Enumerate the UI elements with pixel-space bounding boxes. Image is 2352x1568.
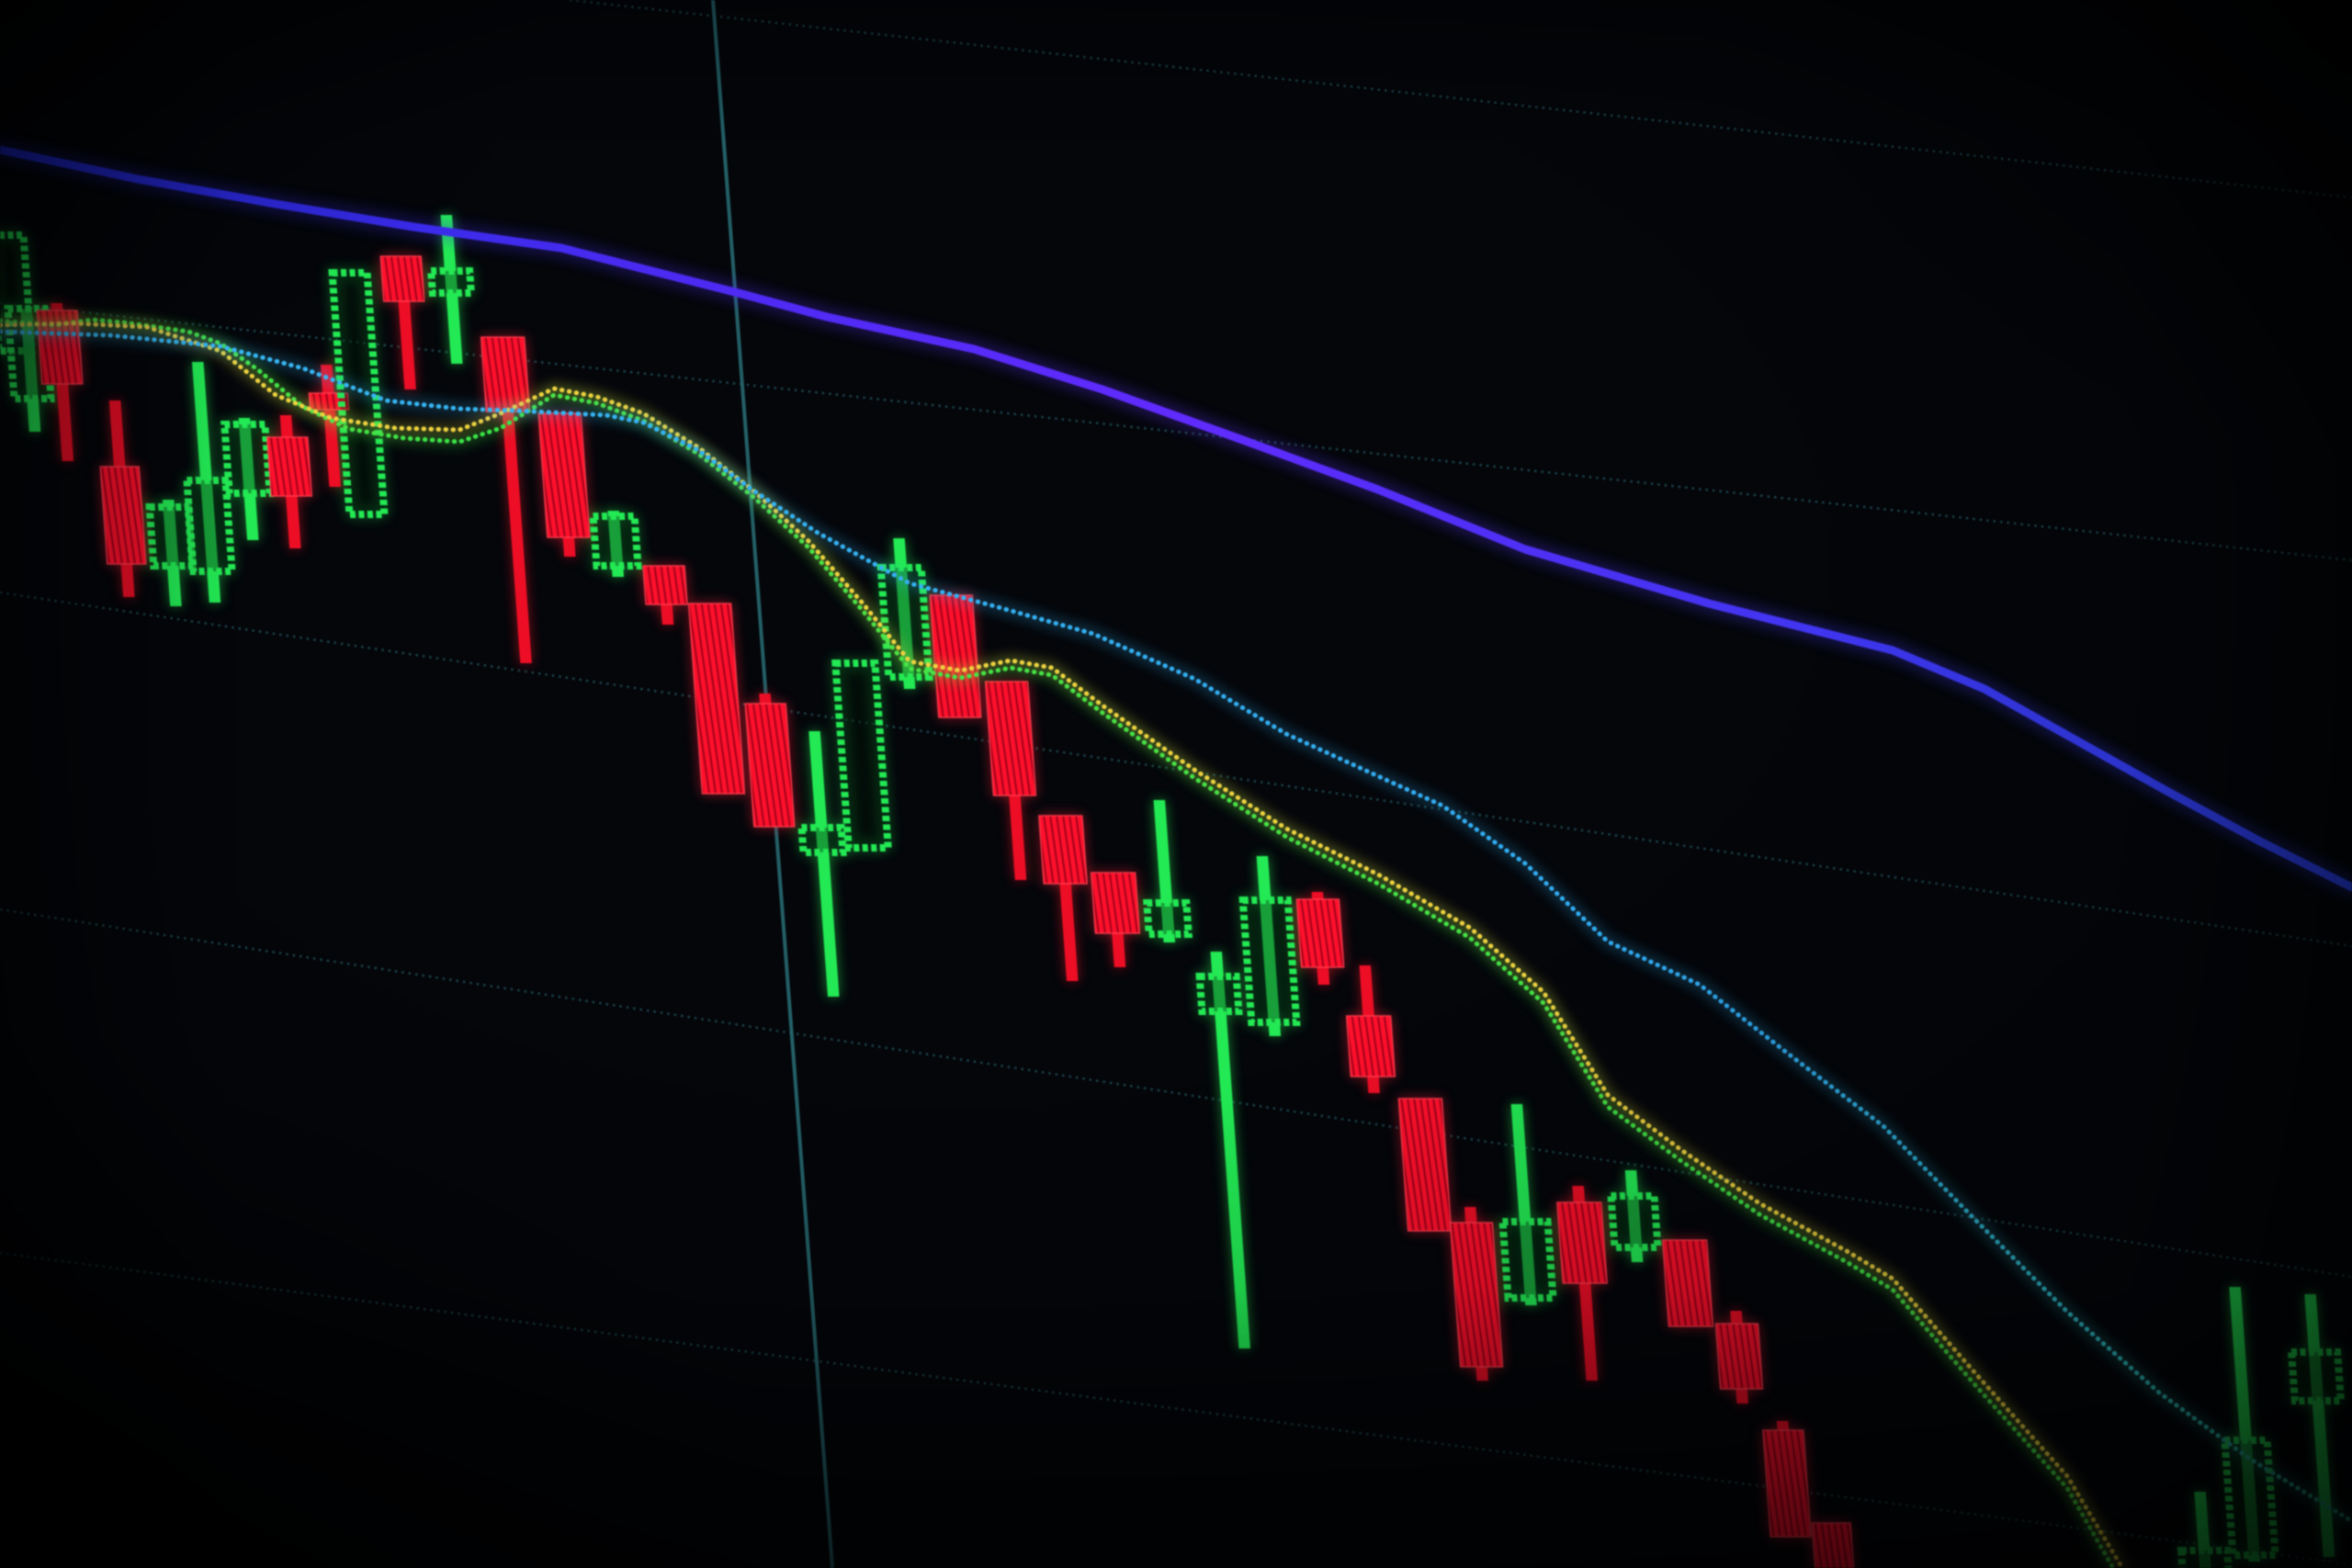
- bearish-candle: [1811, 1522, 1855, 1568]
- candle-body: [1397, 1098, 1453, 1232]
- candle-body: [1556, 1201, 1608, 1284]
- bullish-candle: [1238, 856, 1301, 1036]
- bearish-candle: [1038, 815, 1088, 981]
- candle-body: [1090, 872, 1141, 934]
- candle-body: [183, 477, 236, 575]
- candle-body: [797, 824, 847, 856]
- ma-yellow-dotted-glow: [0, 318, 2128, 1568]
- candle-body: [1607, 1192, 1662, 1251]
- candle-body: [1811, 1522, 1855, 1568]
- bearish-candle: [480, 336, 532, 663]
- bearish-candle: [929, 594, 982, 718]
- candle-body: [589, 513, 642, 570]
- candle-body: [744, 703, 796, 828]
- ma-blue-thick: [0, 145, 2352, 892]
- bearish-candle: [1295, 892, 1345, 985]
- bullish-candle: [589, 511, 642, 577]
- candle-body: [2287, 1348, 2346, 1404]
- candle-wick: [808, 731, 840, 997]
- bullish-candle: [1607, 1170, 1662, 1262]
- candle-body: [831, 660, 892, 852]
- candle-body: [537, 412, 591, 538]
- bearish-candle: [642, 565, 688, 625]
- bearish-candle: [99, 400, 147, 597]
- candle-body: [379, 255, 425, 302]
- bearish-candle: [687, 603, 746, 795]
- candle-body: [1038, 815, 1088, 885]
- ma-green-dotted: [0, 317, 2116, 1568]
- candle-body: [1142, 899, 1193, 938]
- candle-body: [1661, 1239, 1714, 1327]
- candle-body: [687, 603, 746, 795]
- bearish-candle: [1449, 1207, 1504, 1381]
- bearish-candle: [1556, 1186, 1608, 1381]
- bearish-candle: [1345, 965, 1396, 1093]
- ma-blue-thick-glow: [0, 140, 2352, 897]
- ma-green-dotted-glow: [0, 314, 2119, 1568]
- candle-body: [984, 681, 1037, 796]
- candle-body: [426, 267, 476, 297]
- candle-body: [1714, 1323, 1764, 1390]
- bearish-candle: [537, 412, 591, 557]
- grid-h4: [0, 908, 2352, 1279]
- grid-h1: [569, 0, 2352, 199]
- candle-body: [1195, 973, 1243, 1015]
- candle-wick: [2304, 1294, 2335, 1557]
- bearish-candle: [1090, 872, 1141, 967]
- candle-body: [1238, 897, 1301, 1026]
- bullish-candle: [2221, 1287, 2279, 1562]
- candle-body: [1498, 1218, 1557, 1302]
- ma-yellow-dotted: [0, 321, 2125, 1568]
- bearish-candle: [1762, 1421, 1812, 1538]
- candle-body: [220, 421, 274, 497]
- bullish-candle: [1142, 800, 1193, 942]
- bearish-candle: [1714, 1311, 1764, 1404]
- bearish-candle: [266, 415, 313, 548]
- bearish-candle: [1661, 1239, 1714, 1327]
- candle-body: [1295, 898, 1345, 968]
- candle-body: [642, 565, 688, 605]
- candle-body: [2177, 1547, 2233, 1568]
- bearish-candle: [744, 694, 796, 828]
- candle-body: [99, 466, 147, 565]
- bullish-candle: [2177, 1492, 2233, 1568]
- bearish-candle: [984, 681, 1037, 880]
- candle-body: [266, 436, 313, 497]
- bearish-candle: [379, 255, 425, 389]
- candle-body: [1762, 1429, 1812, 1538]
- candle-body: [1449, 1222, 1504, 1368]
- candle-body: [929, 594, 982, 718]
- bullish-candle: [1498, 1104, 1557, 1305]
- bullish-candle: [145, 500, 197, 606]
- candle-body: [1345, 1015, 1396, 1077]
- bullish-candle: [831, 660, 892, 852]
- bearish-candle: [1397, 1098, 1453, 1232]
